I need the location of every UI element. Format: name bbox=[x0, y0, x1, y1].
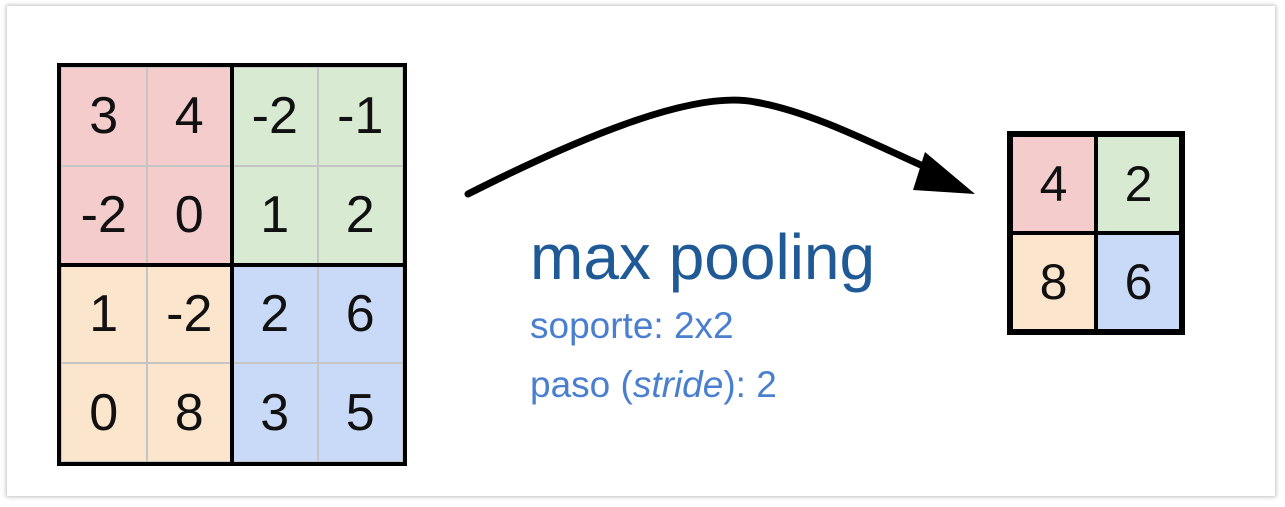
input-cell: -1 bbox=[317, 67, 403, 166]
input-cell: 1 bbox=[232, 165, 318, 265]
output-cell: 2 bbox=[1096, 135, 1181, 233]
input-cell: 8 bbox=[146, 363, 232, 462]
input-cell: 5 bbox=[317, 363, 403, 462]
input-cell: 0 bbox=[146, 165, 232, 265]
input-cell: 3 bbox=[61, 67, 147, 166]
stride-suffix: ): 2 bbox=[723, 364, 777, 405]
input-cell: 1 bbox=[61, 264, 147, 364]
input-cell: 2 bbox=[232, 264, 318, 364]
stride-label: paso (stride): 2 bbox=[530, 364, 777, 406]
input-cell: 2 bbox=[317, 165, 403, 265]
pooling-arrow bbox=[464, 96, 975, 198]
input-cell: -2 bbox=[61, 165, 147, 265]
stride-word: stride bbox=[632, 364, 724, 405]
input-cell: 4 bbox=[146, 67, 232, 166]
input-cell: -2 bbox=[146, 264, 232, 364]
output-cell: 4 bbox=[1011, 135, 1096, 233]
input-cell: -2 bbox=[232, 67, 318, 166]
method-title: max pooling bbox=[530, 221, 876, 293]
input-cell: 6 bbox=[317, 264, 403, 364]
input-cell: 0 bbox=[61, 363, 147, 462]
input-horizontal-separator bbox=[57, 263, 407, 267]
stride-prefix: paso ( bbox=[530, 364, 633, 405]
output-cell: 6 bbox=[1096, 233, 1181, 331]
input-cell: 3 bbox=[232, 363, 318, 462]
support-label: soporte: 2x2 bbox=[530, 305, 734, 346]
output-cell: 8 bbox=[1011, 233, 1096, 331]
